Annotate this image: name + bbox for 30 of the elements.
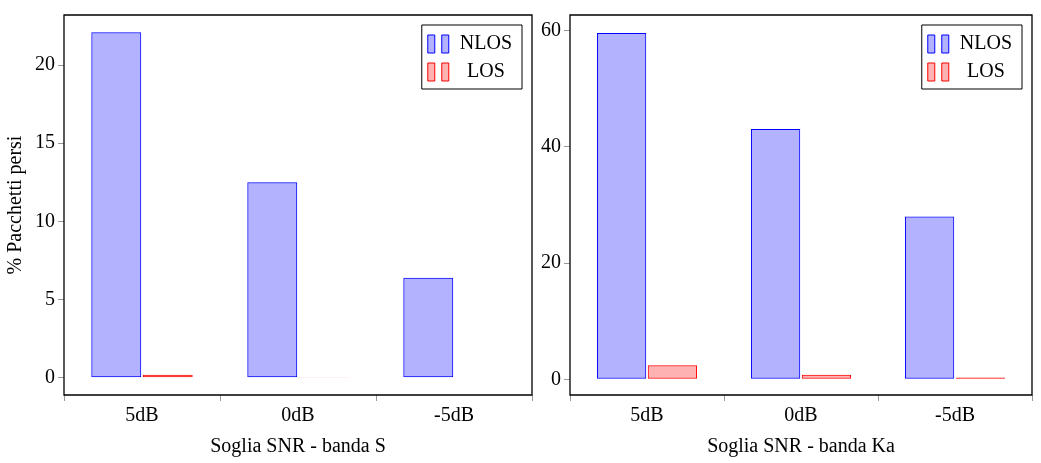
x-tick-label: 0dB xyxy=(281,403,315,426)
y-tick-label: 15 xyxy=(35,130,55,153)
y-tick-label: 0 xyxy=(551,366,561,389)
y-tick-label: 5 xyxy=(45,286,55,309)
y-tick-label: 20 xyxy=(35,52,55,75)
x-axis-title: Soglia SNR - banda S xyxy=(210,434,386,458)
bar xyxy=(647,365,698,379)
x-tick-label: -5dB xyxy=(935,403,975,426)
y-tick-label: 10 xyxy=(35,208,55,231)
x-tick-label: 5dB xyxy=(630,403,664,426)
bar xyxy=(247,182,298,378)
legend-label: LOS xyxy=(466,59,505,82)
x-axis-title: Soglia SNR - banda Ka xyxy=(707,434,895,458)
bar xyxy=(904,216,955,379)
y-tick-label: 60 xyxy=(541,17,561,40)
legend-label: NLOS xyxy=(459,31,512,54)
y-tick-label: 20 xyxy=(541,250,561,273)
bar xyxy=(92,33,141,377)
y-tick-label: 40 xyxy=(541,134,561,157)
y-tick-label: 0 xyxy=(45,365,55,388)
x-tick-label: 5dB xyxy=(125,403,159,426)
legend-label: LOS xyxy=(966,59,1005,82)
bar xyxy=(750,128,801,379)
y-axis-title: % Pacchetti persi xyxy=(3,135,27,275)
bar xyxy=(801,374,852,379)
x-tick-label: -5dB xyxy=(434,403,474,426)
bar xyxy=(403,277,454,378)
legend-label: NLOS xyxy=(959,31,1012,54)
x-tick-label: 0dB xyxy=(784,403,818,426)
bar xyxy=(596,33,647,379)
